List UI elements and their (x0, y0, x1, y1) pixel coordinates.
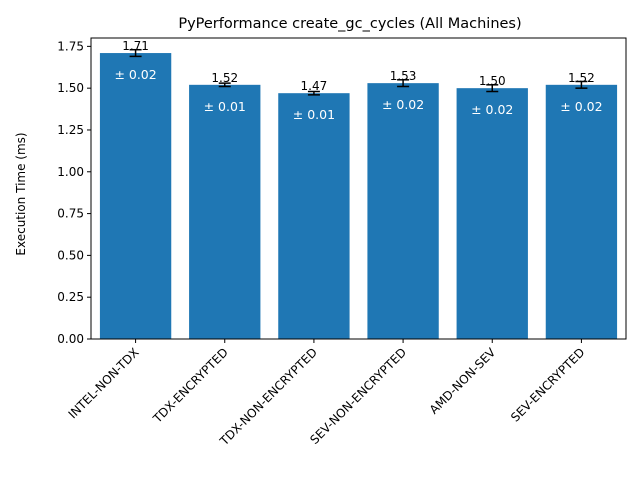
y-tick-label: 0.00 (57, 332, 84, 346)
y-tick-label: 1.50 (57, 81, 84, 95)
bar-tdx-non-encrypted (278, 93, 350, 339)
y-tick-label: 0.25 (57, 290, 84, 304)
chart-title: PyPerformance create_gc_cycles (All Mach… (178, 16, 521, 32)
error-label: ± 0.01 (293, 107, 335, 122)
y-tick-label: 0.50 (57, 248, 84, 262)
bar-sev-encrypted (545, 84, 618, 339)
value-label: 1.52 (568, 71, 595, 85)
bar-sev-non-encrypted (367, 83, 439, 340)
error-label: ± 0.02 (114, 67, 156, 82)
y-tick-label: 0.75 (57, 207, 84, 221)
value-label: 1.71 (122, 39, 149, 53)
x-tick-label: SEV-NON-ENCRYPTED (307, 345, 409, 447)
error-label: ± 0.02 (560, 99, 602, 114)
value-label: 1.50 (479, 74, 506, 88)
plot-area: 1.71 ± 0.02 INTEL-NON-TDX 1.52 ± 0.01 TDX-ENC… (57, 37, 627, 449)
value-label: 1.52 (211, 71, 238, 85)
x-tick-label: TDX-ENCRYPTED (150, 345, 231, 426)
error-label: ± 0.02 (471, 102, 513, 117)
bar-amd-non-sev (456, 88, 528, 340)
bar-intel-non-tdx (99, 53, 172, 340)
error-label: ± 0.02 (382, 97, 424, 112)
x-tick-label: AMD-NON-SEV (427, 345, 499, 417)
y-tick-label: 1.00 (57, 165, 84, 179)
y-axis-label: Execution Time (ms) (14, 132, 28, 255)
value-label: 1.53 (390, 69, 417, 83)
error-label: ± 0.01 (204, 99, 246, 114)
y-tick-label: 1.25 (57, 123, 84, 137)
bar-tdx-encrypted (189, 84, 261, 339)
axes-frame (90, 37, 627, 340)
x-tick-label: TDX-NON-ENCRYPTED (216, 345, 320, 449)
value-label: 1.47 (301, 79, 328, 93)
x-tick-label: INTEL-NON-TDX (66, 345, 142, 421)
x-tick-label: SEV-ENCRYPTED (508, 345, 587, 424)
y-tick-label: 1.75 (57, 39, 84, 53)
